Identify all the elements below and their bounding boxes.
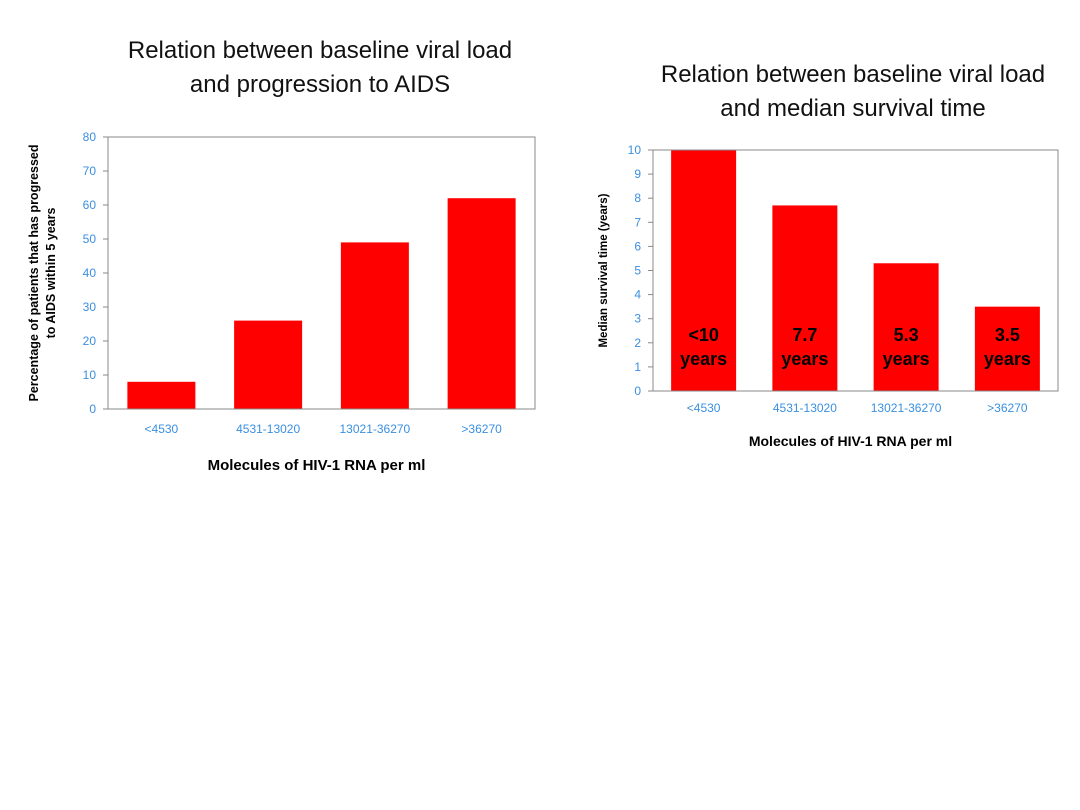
chart1-bar-2 (234, 320, 303, 409)
chart2-category-label-2: 4531-13020 (773, 401, 837, 415)
chart1-ytick-label-60: 60 (83, 198, 97, 212)
chart2-bar-2 (772, 205, 838, 391)
chart1-bar-3 (340, 242, 409, 409)
chart1-category-label-4: >36270 (461, 422, 502, 436)
chart2-y-axis-label-line1: Median survival time (years) (598, 193, 610, 347)
chart1-bar-4 (447, 198, 516, 409)
chart2-ytick-label-10: 10 (628, 143, 642, 157)
chart1-ytick-label-70: 70 (83, 164, 97, 178)
chart1-x-axis-label: Molecules of HIV-1 RNA per ml (208, 457, 426, 474)
chart2-data-label-1-line1: <10 (688, 325, 719, 345)
chart2-ytick-label-9: 9 (634, 167, 641, 181)
chart2-bar-1 (671, 150, 737, 391)
chart2-ytick-label-0: 0 (634, 384, 641, 398)
chart1-category-label-3: 13021-36270 (340, 422, 411, 436)
chart2-data-label-3-line2: years (883, 349, 930, 369)
chart2-ytick-label-8: 8 (634, 191, 641, 205)
chart1-ytick-label-80: 80 (83, 130, 97, 144)
chart2-data-label-2-line2: years (781, 349, 828, 369)
chart1-ytick-label-20: 20 (83, 334, 97, 348)
chart2-data-label-4-line2: years (984, 349, 1031, 369)
chart1-y-axis-label-line1: Percentage of patients that has progress… (27, 144, 41, 401)
chart2-category-label-4: >36270 (987, 401, 1028, 415)
chart1-ytick-label-40: 40 (83, 266, 97, 280)
chart1-category-label-2: 4531-13020 (236, 422, 300, 436)
chart2-ytick-label-3: 3 (634, 312, 641, 326)
chart1-ytick-label-0: 0 (89, 402, 96, 416)
chart2-title: Relation between baseline viral load and… (628, 58, 1078, 126)
chart1-ytick-label-30: 30 (83, 300, 97, 314)
chart2-ytick-label-2: 2 (634, 336, 641, 350)
chart1-title-line1: Relation between baseline viral load (127, 37, 513, 64)
chart2-bar-3 (873, 263, 939, 391)
chart1-y-axis-label-line2: to AIDS within 5 years (44, 208, 58, 339)
chart2-title-line2: and median survival time (720, 95, 986, 122)
chart2-x-axis-label: Molecules of HIV-1 RNA per ml (749, 433, 952, 449)
chart2-bar-4 (974, 306, 1040, 391)
chart1-category-label-1: <4530 (145, 422, 179, 436)
chart1-title: Relation between baseline viral load and… (80, 34, 560, 102)
chart2-data-label-1-line2: years (680, 349, 727, 369)
chart2-data-label-4-line1: 3.5 (995, 325, 1020, 345)
chart2-data-label-3-line1: 5.3 (894, 325, 919, 345)
chart1-bar-1 (127, 381, 196, 409)
chart2-ytick-label-5: 5 (634, 264, 641, 278)
chart2-title-line1: Relation between baseline viral load (660, 61, 1046, 88)
chart2-ytick-label-4: 4 (634, 288, 641, 302)
chart1-title-line2: and progression to AIDS (189, 71, 451, 98)
chart2-ytick-label-1: 1 (634, 360, 641, 374)
chart2-category-label-1: <4530 (687, 401, 721, 415)
chart2-ytick-label-7: 7 (634, 215, 641, 229)
chart1-ytick-label-50: 50 (83, 232, 97, 246)
chart2-data-label-2-line1: 7.7 (792, 325, 817, 345)
chart2-category-label-3: 13021-36270 (871, 401, 942, 415)
chart1-ytick-label-10: 10 (83, 368, 97, 382)
chart2-ytick-label-6: 6 (634, 239, 641, 253)
